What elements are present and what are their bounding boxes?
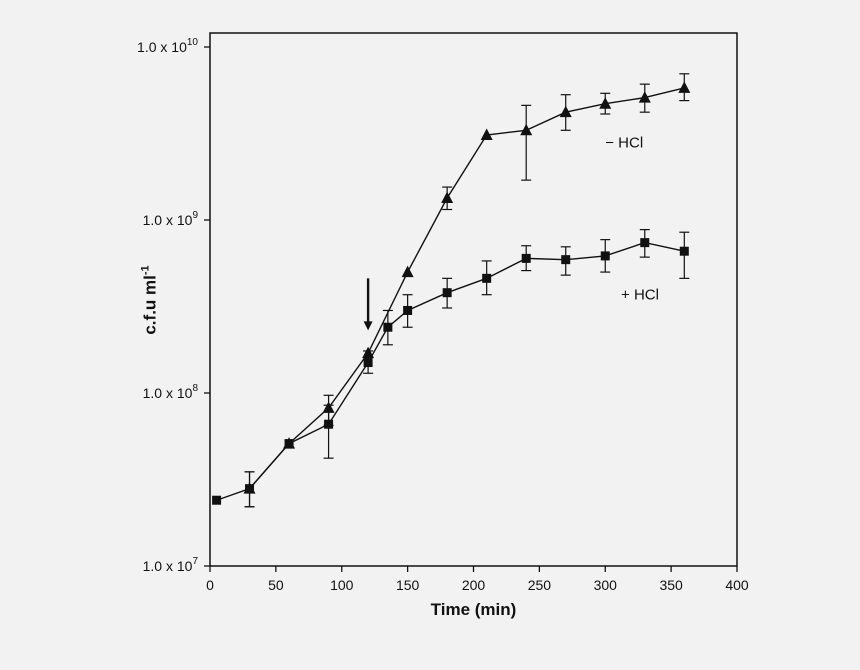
- y-tick-label: 1.0 x 107: [143, 556, 199, 574]
- x-tick-label: 0: [206, 577, 214, 593]
- square-marker: [600, 251, 610, 261]
- square-marker: [212, 495, 222, 505]
- triangle-marker: [520, 123, 533, 136]
- arrow-head: [363, 321, 373, 331]
- triangle-marker: [441, 191, 454, 204]
- square-marker: [403, 305, 413, 315]
- series-plus-hcl: [212, 229, 690, 508]
- series-line-minus-hcl: [248, 87, 685, 490]
- x-tick-label: 400: [725, 577, 749, 593]
- y-axis-title-base: c.f.u ml: [140, 275, 160, 335]
- y-tick-label: 1.0 x 109: [143, 210, 199, 228]
- triangle-marker: [678, 81, 691, 93]
- y-axis-title: c.f.u ml-1: [140, 265, 161, 334]
- legend-label-plus-hcl: + HCl: [621, 287, 659, 304]
- square-marker: [679, 246, 689, 256]
- square-marker: [363, 358, 373, 368]
- square-marker: [482, 273, 492, 283]
- triangle-marker: [559, 105, 572, 118]
- y-tick-label: 1.0 x 108: [143, 383, 199, 401]
- y-tick-label: 1.0 x 1010: [137, 37, 198, 55]
- x-tick-label: 250: [528, 577, 552, 593]
- x-axis: 0 50 100 150 200 250 300 350 400: [206, 566, 749, 593]
- x-tick-label: 100: [330, 577, 354, 593]
- triangle-marker: [599, 97, 612, 109]
- square-marker: [284, 439, 294, 449]
- square-marker: [640, 238, 650, 248]
- x-axis-title: Time (min): [430, 600, 517, 619]
- square-marker: [383, 322, 393, 332]
- annotation-arrow: [363, 278, 373, 331]
- x-tick-label: 50: [268, 577, 284, 593]
- x-tick-label: 300: [594, 577, 618, 593]
- square-marker: [324, 419, 334, 429]
- x-tick-label: 200: [462, 577, 486, 593]
- x-tick-label: 350: [659, 577, 683, 593]
- y-axis-title-exponent: -1: [139, 265, 152, 276]
- legend-label-minus-hcl: − HCl: [605, 135, 643, 152]
- triangle-marker: [638, 91, 651, 103]
- x-tick-label: 150: [396, 577, 420, 593]
- triangle-marker: [480, 128, 493, 140]
- square-marker: [561, 255, 571, 265]
- square-marker: [442, 288, 452, 298]
- triangle-marker: [401, 265, 414, 278]
- square-marker: [245, 484, 255, 494]
- series-line-plus-hcl: [216, 241, 685, 501]
- square-marker: [521, 253, 531, 263]
- y-axis: 1.0 x 107 1.0 x 108 1.0 x 109 1.0 x 1010: [137, 37, 210, 574]
